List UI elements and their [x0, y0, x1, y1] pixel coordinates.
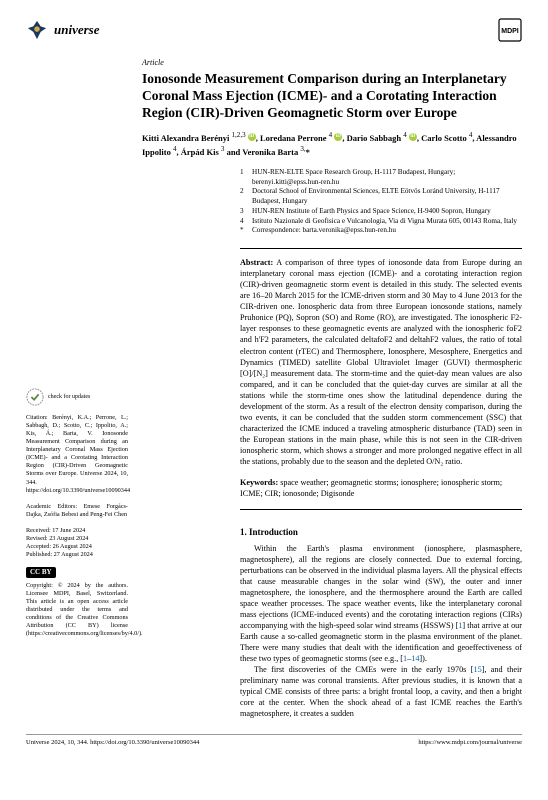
author: Kitti Alexandra Berényi 1,2,3 iD, Loreda…: [142, 133, 517, 156]
aff-text: HUN-REN-ELTE Space Research Group, H-111…: [252, 168, 522, 187]
keywords-label: Keywords:: [240, 478, 278, 487]
aff-text: Doctoral School of Environmental Science…: [252, 187, 522, 206]
check-updates-label: check for updates: [48, 394, 90, 401]
orcid-icon[interactable]: iD: [248, 133, 256, 141]
mdpi-logo-icon: MDPI: [498, 18, 522, 42]
check-updates-icon: [26, 388, 44, 406]
page-header: universe MDPI: [26, 18, 522, 42]
journal-logo-icon: [26, 19, 48, 41]
aff-num: 3: [240, 207, 246, 217]
revised-date: Revised: 23 August 2024: [26, 535, 128, 543]
journal-name: universe: [54, 21, 100, 39]
abstract-text: A comparison of three types of ionosonde…: [240, 258, 522, 466]
corr-marker: *: [240, 226, 246, 236]
abstract-label: Abstract:: [240, 258, 273, 267]
intro-body: Within the Earth's plasma environment (i…: [240, 543, 522, 720]
sidebar: check for updates Citation: Berényi, K.A…: [26, 58, 128, 720]
intro-p1: Within the Earth's plasma environment (i…: [240, 543, 522, 665]
article-title: Ionosonde Measurement Comparison during …: [142, 71, 522, 122]
aff-num: 4: [240, 217, 246, 227]
check-updates-widget[interactable]: check for updates: [26, 388, 128, 406]
received-date: Received: 17 June 2024: [26, 527, 128, 535]
intro-p2: The first discoveries of the CMEs were i…: [240, 664, 522, 719]
dates-block: Received: 17 June 2024 Revised: 23 Augus…: [26, 527, 128, 559]
section-heading: 1. Introduction: [240, 526, 522, 538]
aff-text: HUN-REN Institute of Earth Physics and S…: [252, 207, 491, 217]
aff-num: 1: [240, 168, 246, 187]
orcid-icon[interactable]: iD: [409, 133, 417, 141]
footer-left: Universe 2024, 10, 344. https://doi.org/…: [26, 739, 199, 748]
keywords-text: space weather; geomagnetic storms; ionos…: [240, 478, 502, 498]
keywords: Keywords: space weather; geomagnetic sto…: [240, 477, 522, 510]
article-type: Article: [142, 58, 522, 69]
copyright-text: Copyright: © 2024 by the authors. Licens…: [26, 582, 128, 638]
page-footer: Universe 2024, 10, 344. https://doi.org/…: [26, 734, 522, 748]
abstract: Abstract: A comparison of three types of…: [240, 248, 522, 467]
cc-badge-icon: CC BY: [26, 567, 56, 578]
aff-text: Istituto Nazionale di Geofisica e Vulcan…: [252, 217, 517, 227]
main-column: Article Ionosonde Measurement Comparison…: [142, 58, 522, 720]
cite-link[interactable]: 14: [411, 654, 419, 663]
cite-link[interactable]: 1: [403, 654, 407, 663]
aff-num: 2: [240, 187, 246, 206]
orcid-icon[interactable]: iD: [334, 133, 342, 141]
editors-block: Academic Editors: Emese Forgács-Dajka, Z…: [26, 503, 128, 519]
accepted-date: Accepted: 26 August 2024: [26, 543, 128, 551]
license-block: CC BY Copyright: © 2024 by the authors. …: [26, 567, 128, 639]
citation-block: Citation: Berényi, K.A.; Perrone, L.; Sa…: [26, 414, 128, 495]
published-date: Published: 27 August 2024: [26, 551, 128, 559]
affiliation-list: 1 HUN-REN-ELTE Space Research Group, H-11…: [240, 168, 522, 236]
corr-text: Correspondence: barta.veronika@epss.hun-…: [252, 226, 396, 236]
cite-link[interactable]: 1: [458, 621, 462, 630]
svg-text:MDPI: MDPI: [501, 28, 519, 35]
footer-right: https://www.mdpi.com/journal/universe: [418, 739, 522, 748]
author-list: Kitti Alexandra Berényi 1,2,3 iD, Loreda…: [142, 131, 522, 158]
cite-link[interactable]: 15: [473, 665, 481, 674]
journal-brand: universe: [26, 19, 100, 41]
